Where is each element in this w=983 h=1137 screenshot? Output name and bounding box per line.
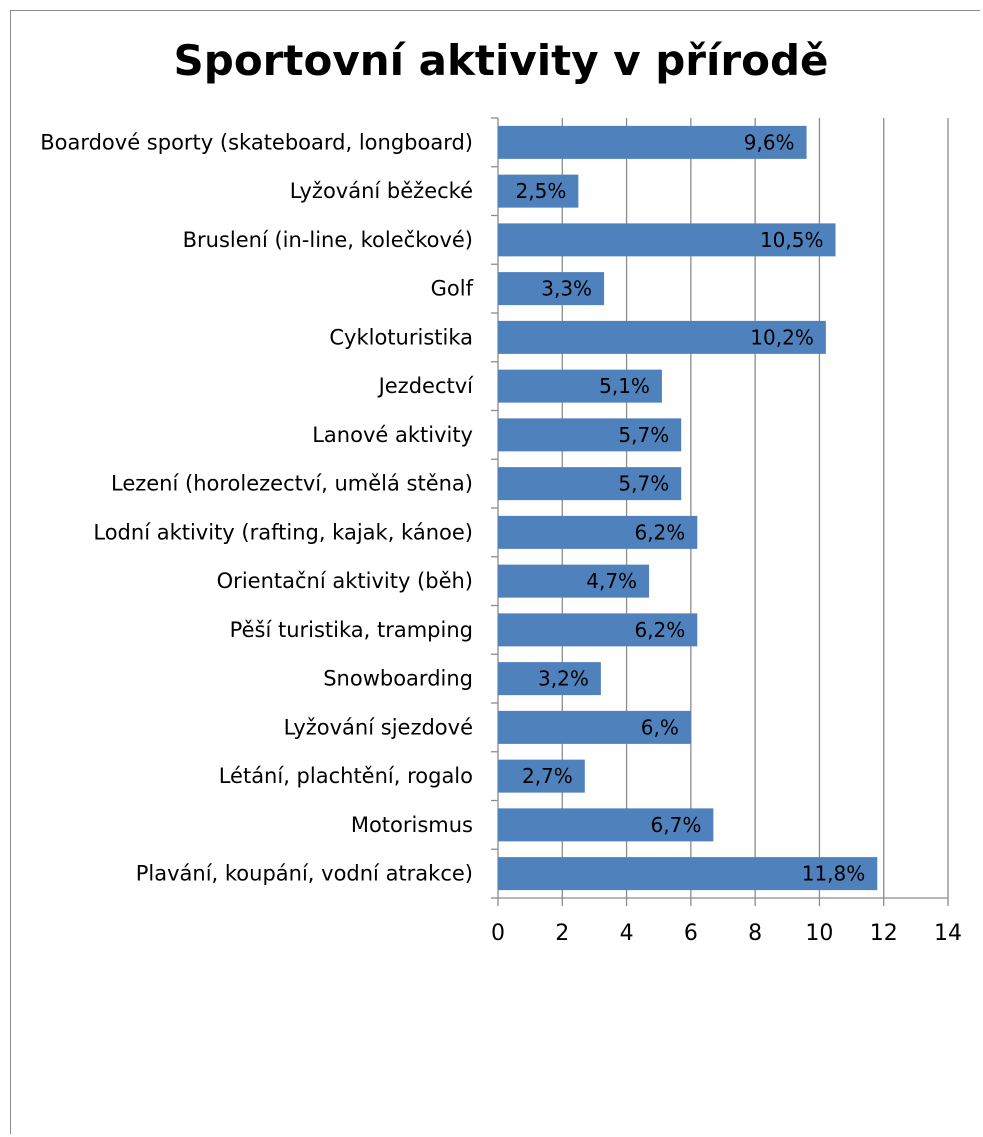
data-label-3: 10,5% bbox=[760, 228, 824, 252]
bar-9 bbox=[498, 515, 698, 549]
data-label-11: 6,2% bbox=[634, 618, 685, 642]
category-label-3: Bruslení (in-line, kolečkové) bbox=[183, 228, 473, 252]
category-label-5: Cykloturistika bbox=[329, 325, 473, 349]
bar-13 bbox=[498, 710, 691, 744]
x-tick-label-14: 14 bbox=[934, 921, 962, 946]
category-label-1: Boardové sporty (skateboard, longboard) bbox=[40, 130, 473, 154]
data-label-9: 6,2% bbox=[634, 520, 685, 544]
data-label-8: 5,7% bbox=[618, 472, 669, 496]
category-label-12: Snowboarding bbox=[323, 667, 473, 691]
x-tick-label-4: 4 bbox=[620, 921, 634, 946]
bar-12 bbox=[498, 662, 601, 696]
data-label-16: 11,8% bbox=[802, 862, 866, 886]
x-tick-label-0: 0 bbox=[491, 921, 505, 946]
data-label-15: 6,7% bbox=[651, 813, 702, 837]
bar-5 bbox=[498, 320, 826, 354]
bar-8 bbox=[498, 467, 682, 501]
x-tick-label-8: 8 bbox=[748, 921, 762, 946]
data-label-12: 3,2% bbox=[538, 667, 589, 691]
bar-11 bbox=[498, 613, 698, 647]
category-label-2: Lyžování běžecké bbox=[290, 179, 473, 203]
category-label-9: Lodní aktivity (rafting, kajak, kánoe) bbox=[93, 520, 473, 544]
x-tick-label-2: 2 bbox=[555, 921, 569, 946]
bar-3 bbox=[498, 223, 836, 257]
chart-title: Sportovní aktivity v přírodě bbox=[174, 36, 829, 85]
category-label-15: Motorismus bbox=[351, 813, 473, 837]
data-label-7: 5,7% bbox=[618, 423, 669, 447]
category-label-10: Orientační aktivity (běh) bbox=[217, 569, 473, 593]
bar-10 bbox=[498, 564, 650, 598]
category-label-4: Golf bbox=[431, 277, 474, 301]
category-label-16: Plavání, koupání, vodní atrakce) bbox=[136, 862, 473, 886]
data-label-4: 3,3% bbox=[541, 277, 592, 301]
data-label-14: 2,7% bbox=[522, 764, 573, 788]
chart-frame bbox=[10, 10, 980, 1134]
grid-lines bbox=[491, 117, 949, 906]
bar-15 bbox=[498, 808, 714, 842]
data-labels: 9,6% 2,5% 10,5% 3,3% 10,2% 5,1% 5,7% 5,7% 6,2% 4,… bbox=[516, 130, 866, 885]
x-axis-tick-labels: 0 2 4 6 8 10 12 14 bbox=[491, 921, 962, 946]
bar-1 bbox=[498, 125, 807, 159]
category-label-13: Lyžování sjezdové bbox=[284, 715, 473, 739]
bar-4 bbox=[498, 272, 605, 306]
bar-16 bbox=[498, 857, 878, 891]
bar-2 bbox=[498, 174, 579, 208]
x-tick-label-12: 12 bbox=[870, 921, 898, 946]
data-label-13: 6,% bbox=[641, 715, 679, 739]
category-label-11: Pěší turistika, tramping bbox=[230, 618, 473, 642]
x-tick-label-10: 10 bbox=[805, 921, 833, 946]
x-tick-label-6: 6 bbox=[684, 921, 698, 946]
bar-6 bbox=[498, 369, 662, 403]
bar-7 bbox=[498, 418, 682, 452]
bar-14 bbox=[498, 759, 585, 793]
category-label-6: Jezdectví bbox=[377, 374, 475, 398]
data-label-5: 10,2% bbox=[750, 325, 814, 349]
data-label-2: 2,5% bbox=[516, 179, 567, 203]
category-label-8: Lezení (horolezectví, umělá stěna) bbox=[111, 472, 473, 496]
category-label-7: Lanové aktivity bbox=[312, 423, 473, 447]
data-label-1: 9,6% bbox=[744, 130, 795, 154]
bars bbox=[498, 125, 878, 891]
category-labels: Boardové sporty (skateboard, longboard) L… bbox=[40, 130, 474, 885]
data-label-10: 4,7% bbox=[586, 569, 637, 593]
data-label-6: 5,1% bbox=[599, 374, 650, 398]
category-label-14: Létání, plachtění, rogalo bbox=[219, 764, 473, 788]
